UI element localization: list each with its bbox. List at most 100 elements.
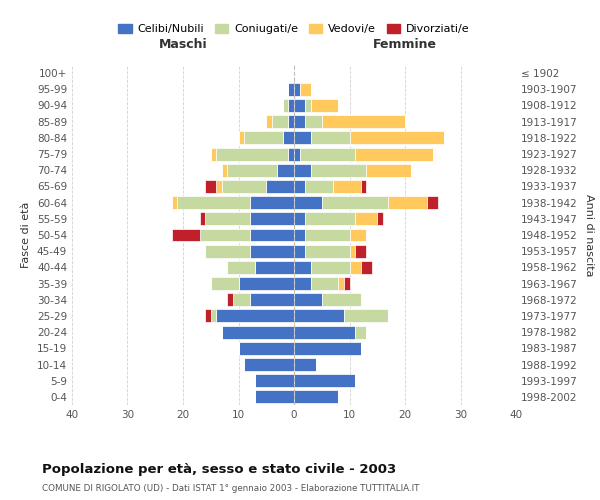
Bar [294,148,299,160]
Bar [250,196,294,209]
Bar [289,115,294,128]
Bar [344,277,349,290]
Y-axis label: Fasce di età: Fasce di età [22,202,31,268]
Bar [200,228,250,241]
Bar [294,244,305,258]
Bar [294,326,355,338]
Text: Popolazione per età, sesso e stato civile - 2003: Popolazione per età, sesso e stato civil… [42,462,396,475]
Bar [239,132,244,144]
Bar [294,261,311,274]
Bar [205,180,216,193]
Bar [305,228,349,241]
Bar [250,244,294,258]
Bar [294,196,322,209]
Bar [216,148,289,160]
Bar [255,261,294,274]
Bar [294,310,344,322]
Bar [250,228,294,241]
Bar [244,358,294,371]
Bar [294,390,338,404]
Bar [222,180,266,193]
Bar [349,228,366,241]
Bar [349,244,355,258]
Bar [355,212,377,226]
Bar [205,310,211,322]
Bar [294,132,311,144]
Bar [294,228,305,241]
Bar [427,196,439,209]
Bar [205,212,250,226]
Bar [294,164,311,176]
Bar [349,261,361,274]
Bar [388,196,427,209]
Bar [311,277,338,290]
Bar [311,164,366,176]
Bar [344,310,388,322]
Bar [349,132,444,144]
Bar [294,277,311,290]
Text: COMUNE DI RIGOLATO (UD) - Dati ISTAT 1° gennaio 2003 - Elaborazione TUTTITALIA.I: COMUNE DI RIGOLATO (UD) - Dati ISTAT 1° … [42,484,419,493]
Bar [172,228,200,241]
Bar [283,99,289,112]
Bar [216,180,222,193]
Y-axis label: Anni di nascita: Anni di nascita [584,194,594,276]
Bar [299,83,311,96]
Bar [178,196,250,209]
Bar [289,83,294,96]
Bar [322,294,361,306]
Bar [366,164,410,176]
Bar [294,99,305,112]
Bar [294,374,355,387]
Bar [305,244,349,258]
Bar [250,212,294,226]
Bar [266,115,272,128]
Bar [305,99,311,112]
Bar [289,148,294,160]
Bar [294,294,322,306]
Legend: Celibi/Nubili, Coniugati/e, Vedovi/e, Divorziati/e: Celibi/Nubili, Coniugati/e, Vedovi/e, Di… [114,20,474,39]
Bar [283,132,294,144]
Bar [311,261,349,274]
Bar [289,99,294,112]
Bar [311,132,349,144]
Bar [361,261,372,274]
Bar [277,164,294,176]
Bar [266,180,294,193]
Bar [172,196,178,209]
Bar [305,180,333,193]
Bar [355,326,366,338]
Bar [377,212,383,226]
Bar [233,294,250,306]
Bar [333,180,361,193]
Bar [294,115,305,128]
Bar [294,358,316,371]
Bar [322,115,405,128]
Bar [216,310,294,322]
Bar [305,212,355,226]
Bar [294,180,305,193]
Bar [299,148,355,160]
Bar [294,342,361,355]
Bar [211,277,239,290]
Bar [355,244,366,258]
Bar [227,294,233,306]
Bar [355,148,433,160]
Bar [294,83,299,96]
Bar [211,310,216,322]
Bar [200,212,205,226]
Bar [322,196,388,209]
Bar [255,374,294,387]
Bar [239,277,294,290]
Bar [250,294,294,306]
Bar [205,244,250,258]
Bar [211,148,216,160]
Bar [239,342,294,355]
Bar [255,390,294,404]
Bar [305,115,322,128]
Bar [361,180,366,193]
Text: Femmine: Femmine [373,38,437,52]
Bar [222,164,227,176]
Bar [311,99,338,112]
Text: Maschi: Maschi [158,38,208,52]
Bar [338,277,344,290]
